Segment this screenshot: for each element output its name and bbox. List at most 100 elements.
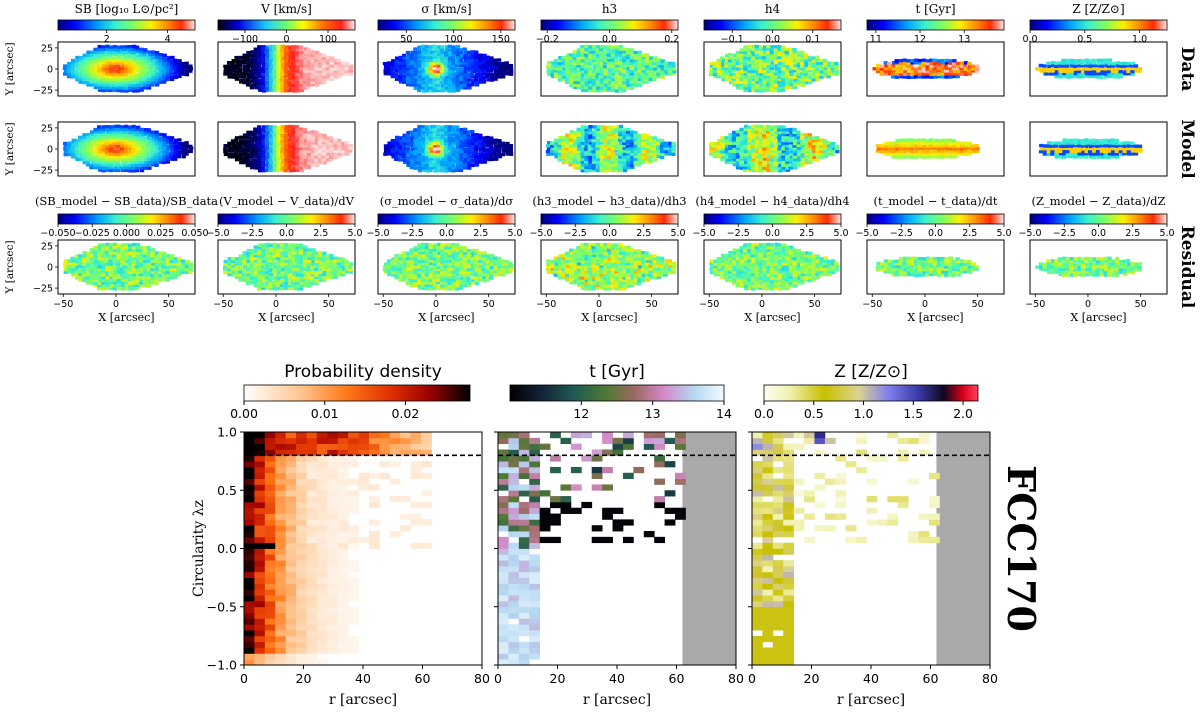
map-bin [295, 262, 301, 266]
map-bin [119, 267, 125, 271]
map-bin [568, 56, 573, 60]
map-bin [74, 273, 80, 277]
map-bin [261, 55, 266, 59]
map-bin [459, 69, 465, 73]
map-bin [269, 50, 274, 54]
map-bin [420, 125, 426, 129]
map-bin [123, 53, 129, 57]
map-bin [294, 125, 300, 129]
map-bin [561, 259, 567, 263]
map-bin [161, 254, 167, 258]
map-bin [261, 138, 266, 143]
map-bin [326, 273, 331, 277]
map-bin [329, 262, 334, 266]
map-bin [261, 279, 266, 283]
map-bin [451, 283, 456, 288]
map-bin [398, 254, 404, 258]
map-bin [299, 149, 304, 154]
map-bin [120, 135, 125, 140]
map-bin [288, 257, 293, 261]
map-bin [466, 139, 472, 143]
map-bin [136, 72, 141, 77]
map-bin [390, 261, 395, 266]
map-bin [489, 151, 494, 156]
map-bin [466, 135, 472, 140]
map-bin [451, 50, 456, 55]
map-bin [455, 248, 460, 252]
map-bin [451, 272, 457, 277]
map-bin [577, 83, 582, 88]
map-bin [421, 44, 426, 49]
map-bin [131, 157, 136, 161]
map-bin [577, 276, 582, 280]
map-bin [97, 72, 103, 76]
map-bin [93, 281, 99, 285]
map-bin [170, 157, 175, 161]
map-bin [303, 163, 308, 167]
map-bin [486, 254, 491, 258]
map-bin [493, 144, 499, 149]
map-bin [436, 128, 442, 132]
map-bin [161, 147, 167, 151]
map-bin [246, 72, 252, 77]
map-bin [591, 267, 596, 271]
map-bin [565, 160, 570, 164]
map-bin [62, 66, 68, 70]
map-bin [139, 146, 145, 150]
map-bin [406, 163, 411, 168]
map-bin [588, 273, 593, 277]
map-bin [333, 61, 339, 65]
map-bin [341, 72, 346, 76]
map-bin [318, 75, 323, 79]
map-bin [451, 262, 456, 266]
map-bin [105, 262, 110, 266]
map-bin [478, 139, 483, 143]
map-bin [622, 55, 627, 60]
map-bin [131, 149, 136, 153]
x-tick-label: 50 [483, 299, 495, 310]
map-bin [116, 80, 121, 84]
residual-colorbar: −5.0 −2.5 0.0 2.5 5.0 [366, 213, 523, 239]
map-bin [568, 155, 574, 159]
map-bin [614, 86, 620, 90]
map-bin [317, 61, 323, 65]
map-bin [131, 251, 136, 256]
map-bin [587, 267, 592, 271]
map-bin [591, 287, 596, 291]
map-bin [100, 130, 106, 134]
map-bin [406, 158, 411, 162]
map-bin [86, 135, 92, 140]
map-bin [340, 64, 346, 68]
map-bin [637, 141, 642, 145]
map-bin [85, 256, 91, 260]
map-bin [295, 284, 301, 288]
map-bin [603, 88, 608, 92]
map-bin [568, 163, 573, 167]
map-bin [291, 69, 297, 73]
map-bin [398, 70, 403, 74]
map-bin [652, 72, 657, 76]
map-bin [561, 58, 566, 62]
map-bin [489, 155, 494, 159]
map-bin [447, 75, 453, 79]
map-bin [268, 147, 274, 151]
map-bin [260, 269, 266, 274]
map-bin [128, 50, 133, 54]
map-bin [436, 81, 442, 85]
map-bin [671, 72, 676, 76]
map-bin [245, 55, 251, 60]
map-bin [603, 143, 608, 148]
map-bin [97, 67, 103, 71]
map-bin [467, 281, 472, 285]
map-bin [501, 262, 506, 266]
map-bin [432, 83, 437, 87]
map-bin [82, 278, 87, 282]
map-bin [482, 254, 487, 258]
map-bin [291, 135, 296, 139]
map-bin [470, 58, 475, 62]
map-bin [116, 278, 122, 283]
map-bin [75, 157, 80, 161]
map-bin [89, 278, 94, 283]
map-bin [261, 286, 266, 290]
map-bin [302, 256, 308, 261]
